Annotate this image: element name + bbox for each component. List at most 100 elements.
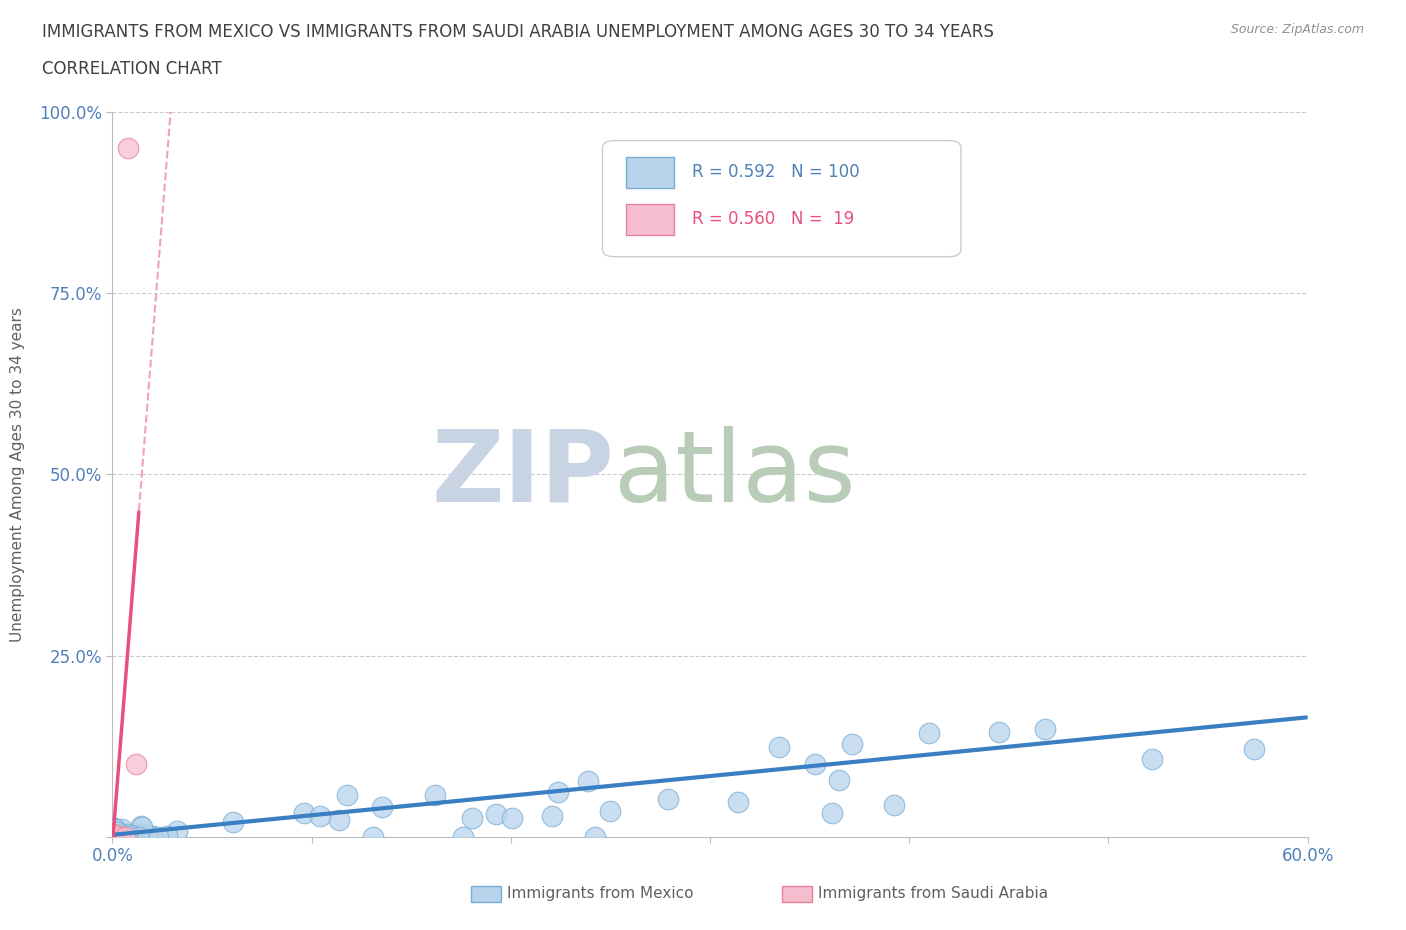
Point <box>114 829 136 844</box>
Point <box>1033 721 1056 736</box>
Point <box>101 830 124 844</box>
Point <box>129 818 152 833</box>
Text: atlas: atlas <box>614 426 856 523</box>
Point <box>101 830 124 844</box>
Point <box>308 809 330 824</box>
Point <box>105 829 128 844</box>
Point <box>125 757 148 772</box>
Point <box>583 830 606 844</box>
Point <box>118 828 141 843</box>
Point <box>1243 741 1265 756</box>
Point <box>112 827 135 842</box>
Point <box>108 828 131 843</box>
Point <box>336 788 359 803</box>
Point <box>103 829 125 844</box>
Text: Immigrants from Mexico: Immigrants from Mexico <box>508 886 693 901</box>
Point <box>135 829 157 844</box>
Point <box>103 829 125 844</box>
Point <box>121 828 143 843</box>
Point <box>103 830 125 844</box>
Point <box>541 808 564 823</box>
Point <box>828 773 851 788</box>
Text: Source: ZipAtlas.com: Source: ZipAtlas.com <box>1230 23 1364 36</box>
Point <box>918 725 941 740</box>
FancyBboxPatch shape <box>471 886 501 902</box>
Text: Immigrants from Saudi Arabia: Immigrants from Saudi Arabia <box>818 886 1047 901</box>
Point <box>110 830 132 844</box>
FancyBboxPatch shape <box>627 157 675 188</box>
Point <box>425 788 447 803</box>
Point <box>222 814 245 829</box>
Point <box>129 829 152 844</box>
Point <box>114 830 136 844</box>
Point <box>108 827 131 842</box>
Point <box>576 773 599 788</box>
Point <box>370 800 392 815</box>
Point <box>129 827 152 842</box>
Point <box>103 821 125 836</box>
Text: CORRELATION CHART: CORRELATION CHART <box>42 60 222 78</box>
Point <box>115 829 138 844</box>
Point <box>131 819 153 834</box>
Point <box>103 828 125 843</box>
Point <box>156 828 179 843</box>
Point <box>820 805 842 820</box>
Point <box>142 830 165 844</box>
Point <box>121 830 143 844</box>
Point <box>103 828 125 843</box>
Point <box>485 807 508 822</box>
Point <box>883 798 905 813</box>
Point <box>501 810 523 825</box>
Point <box>108 829 131 844</box>
Point <box>101 827 124 842</box>
Point <box>103 827 125 842</box>
Point <box>111 829 134 844</box>
Point <box>108 829 131 844</box>
Point <box>104 827 127 842</box>
Point <box>104 826 127 841</box>
Point <box>125 830 148 844</box>
Point <box>101 829 124 844</box>
Point <box>461 811 484 826</box>
Point <box>115 826 138 841</box>
Point <box>146 830 169 844</box>
Point <box>115 829 138 844</box>
Point <box>103 830 125 844</box>
Point <box>363 830 385 844</box>
Point <box>112 830 135 844</box>
Point <box>103 828 125 843</box>
Point <box>451 830 474 844</box>
Point <box>599 804 621 818</box>
Point <box>105 830 128 844</box>
Text: ZIP: ZIP <box>432 426 614 523</box>
Point <box>104 821 127 836</box>
Point <box>841 737 863 751</box>
Point <box>166 823 188 838</box>
Point <box>1140 751 1163 766</box>
Point <box>101 829 124 844</box>
Point <box>124 829 146 844</box>
Point <box>101 830 124 844</box>
Point <box>107 830 129 844</box>
Point <box>111 830 134 844</box>
Point <box>107 830 129 844</box>
Point <box>117 140 139 155</box>
FancyBboxPatch shape <box>603 140 962 257</box>
Y-axis label: Unemployment Among Ages 30 to 34 years: Unemployment Among Ages 30 to 34 years <box>10 307 25 642</box>
Point <box>104 829 127 844</box>
Point <box>101 829 124 844</box>
Point <box>103 829 125 844</box>
Point <box>101 828 124 843</box>
Point <box>101 827 124 842</box>
Point <box>114 830 136 844</box>
Point <box>101 830 124 844</box>
Point <box>120 830 142 844</box>
Point <box>108 829 131 844</box>
Point <box>111 822 134 837</box>
Point <box>292 805 315 820</box>
Text: IMMIGRANTS FROM MEXICO VS IMMIGRANTS FROM SAUDI ARABIA UNEMPLOYMENT AMONG AGES 3: IMMIGRANTS FROM MEXICO VS IMMIGRANTS FRO… <box>42 23 994 41</box>
Point <box>988 724 1011 739</box>
Point <box>101 828 124 843</box>
Point <box>104 829 127 844</box>
Text: R = 0.592   N = 100: R = 0.592 N = 100 <box>692 163 859 180</box>
